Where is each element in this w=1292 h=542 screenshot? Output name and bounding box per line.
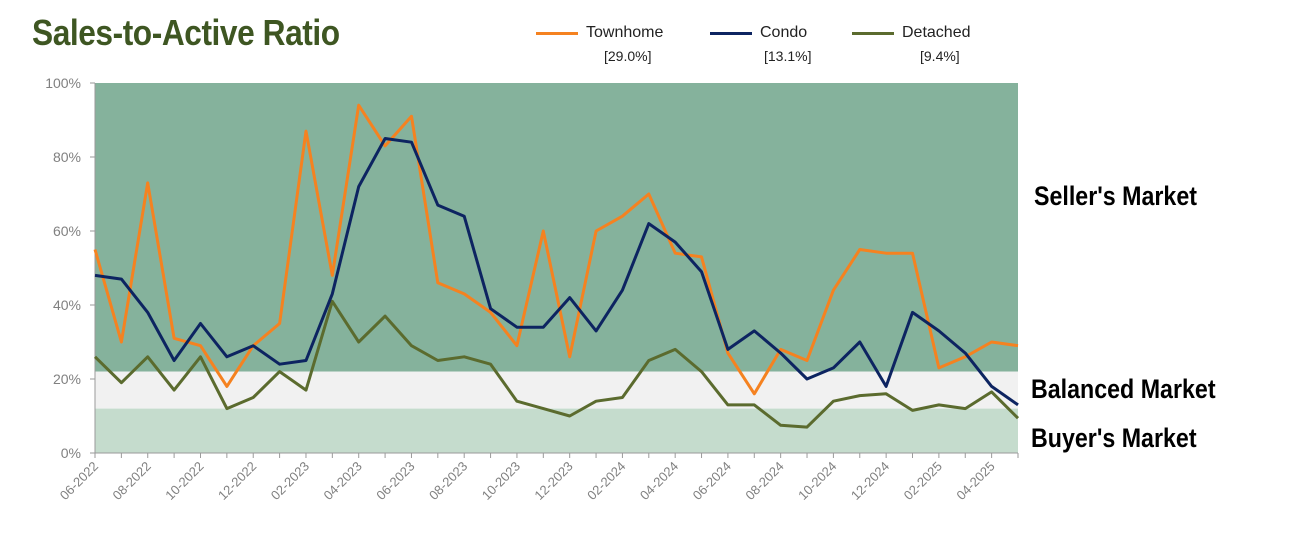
chart-series (93, 103, 1020, 429)
x-tick-label: 02-2023 (268, 459, 312, 503)
x-tick-label: 02-2024 (584, 459, 628, 503)
legend-condo-label: Condo (760, 24, 808, 41)
legend-townhome-swatch (536, 32, 578, 35)
x-tick-label: 12-2022 (215, 459, 259, 503)
x-tick-label: 02-2025 (901, 459, 945, 503)
series-line-condo (94, 137, 1019, 407)
x-tick-label: 06-2024 (690, 459, 734, 503)
legend-detached-value: [9.4%] (920, 48, 960, 64)
x-tick-label: 08-2024 (742, 459, 786, 503)
buyers-market-label: Buyer's Market (1031, 423, 1197, 453)
y-tick-label: 0% (61, 445, 81, 461)
x-tick-label: 06-2023 (373, 459, 417, 503)
balanced-market-label: Balanced Market (1031, 374, 1216, 404)
x-tick-label: 06-2022 (57, 459, 101, 503)
series-line-detached (93, 299, 1020, 429)
zone-sellers (95, 83, 1018, 372)
x-tick-label: 10-2023 (479, 459, 523, 503)
x-tick-label: 04-2024 (637, 459, 681, 503)
x-tick-label: 08-2023 (426, 459, 470, 503)
y-tick-label: 60% (53, 223, 81, 239)
legend-detached-swatch (852, 32, 894, 35)
x-tick-label: 04-2023 (320, 459, 364, 503)
zone-balanced (95, 371, 1018, 409)
legend-condo-swatch (710, 32, 752, 35)
series-line-townhome (93, 103, 1019, 396)
legend-condo-value: [13.1%] (764, 48, 812, 64)
x-tick-label: 10-2024 (795, 459, 839, 503)
x-tick-label: 08-2022 (110, 459, 154, 503)
x-tick-label: 10-2022 (162, 459, 206, 503)
legend-detached-label: Detached (902, 24, 971, 41)
legend-townhome-value: [29.0%] (604, 48, 652, 64)
legend-townhome-label: Townhome (586, 24, 664, 41)
chart-title: Sales-to-Active Ratio (32, 12, 340, 53)
sellers-market-label: Seller's Market (1034, 181, 1197, 211)
market-zones (95, 83, 1018, 453)
x-tick-label: 12-2023 (531, 459, 575, 503)
zone-buyers (95, 408, 1018, 453)
y-tick-label: 100% (45, 75, 81, 91)
x-tick-label: 04-2025 (953, 459, 997, 503)
y-tick-label: 20% (53, 371, 81, 387)
y-tick-label: 80% (53, 149, 81, 165)
y-tick-label: 40% (53, 297, 81, 313)
x-tick-label: 12-2024 (848, 459, 892, 503)
